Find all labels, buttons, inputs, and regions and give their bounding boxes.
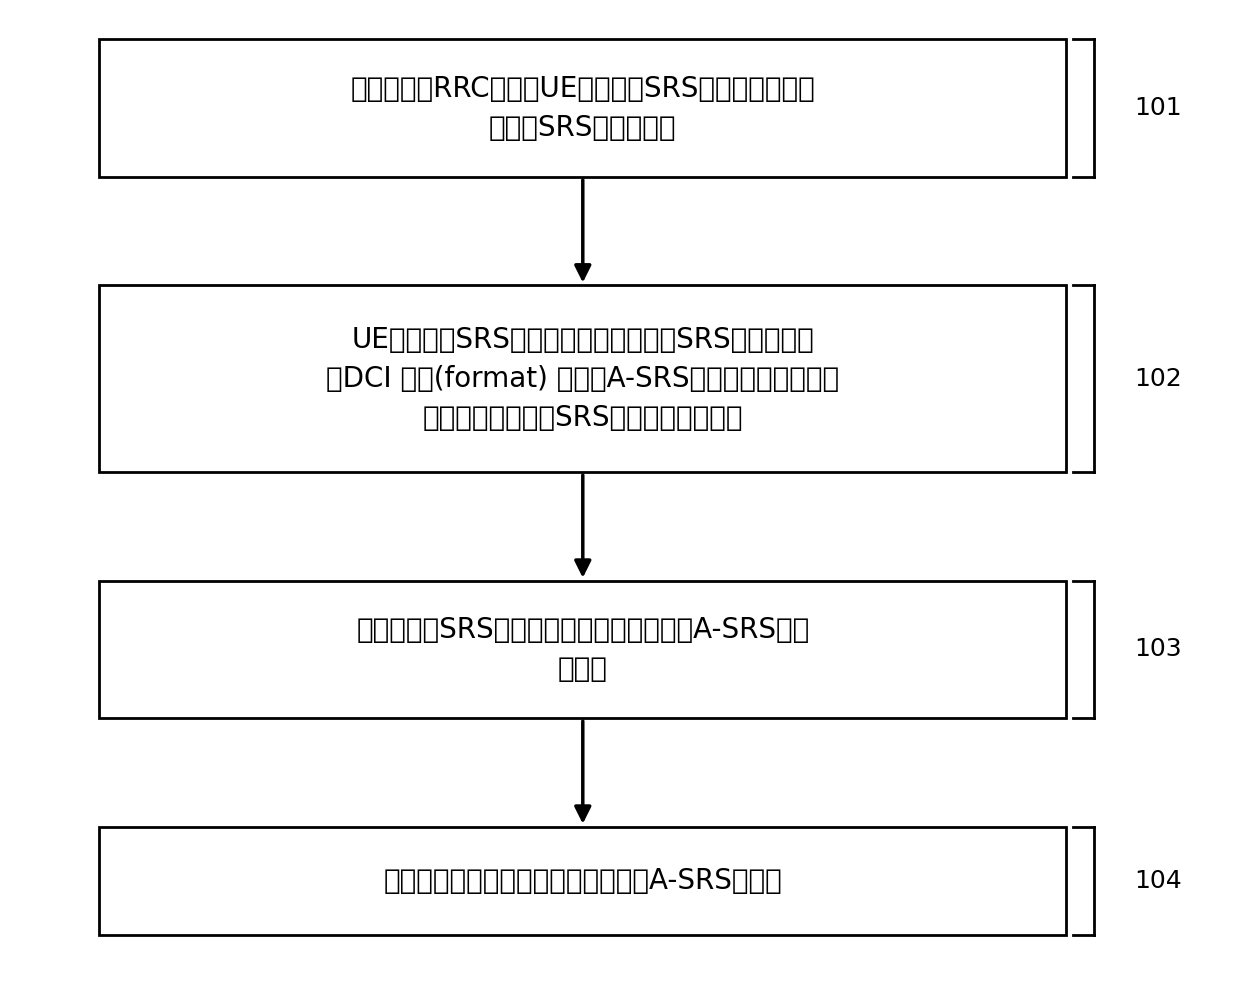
Text: 使用选择的SRS功率控制参数计算被触发的A-SRS的发
射功率: 使用选择的SRS功率控制参数计算被触发的A-SRS的发 射功率 xyxy=(356,616,810,683)
Text: 网络侧通过RRC信令为UE配置多套SRS功率控制参数或
者多个SRS功率补偿值: 网络侧通过RRC信令为UE配置多套SRS功率控制参数或 者多个SRS功率补偿值 xyxy=(351,75,815,142)
Text: UE根据多套SRS功率控制参数或者多个SRS功率补偿值
与DCI 格式(format) 中触发A-SRS命令的具体信令内容
的对应关系，进行SRS功率控制参数选: UE根据多套SRS功率控制参数或者多个SRS功率补偿值 与DCI 格式(form… xyxy=(326,326,839,432)
FancyBboxPatch shape xyxy=(99,827,1066,935)
FancyBboxPatch shape xyxy=(99,39,1066,177)
Text: 使用上一步计算出来的发射功率进行A-SRS的发射: 使用上一步计算出来的发射功率进行A-SRS的发射 xyxy=(383,867,782,894)
Text: 102: 102 xyxy=(1135,367,1183,391)
FancyBboxPatch shape xyxy=(99,581,1066,718)
Text: 101: 101 xyxy=(1135,96,1182,120)
FancyBboxPatch shape xyxy=(99,285,1066,472)
Text: 103: 103 xyxy=(1135,638,1182,661)
Text: 104: 104 xyxy=(1135,869,1183,892)
